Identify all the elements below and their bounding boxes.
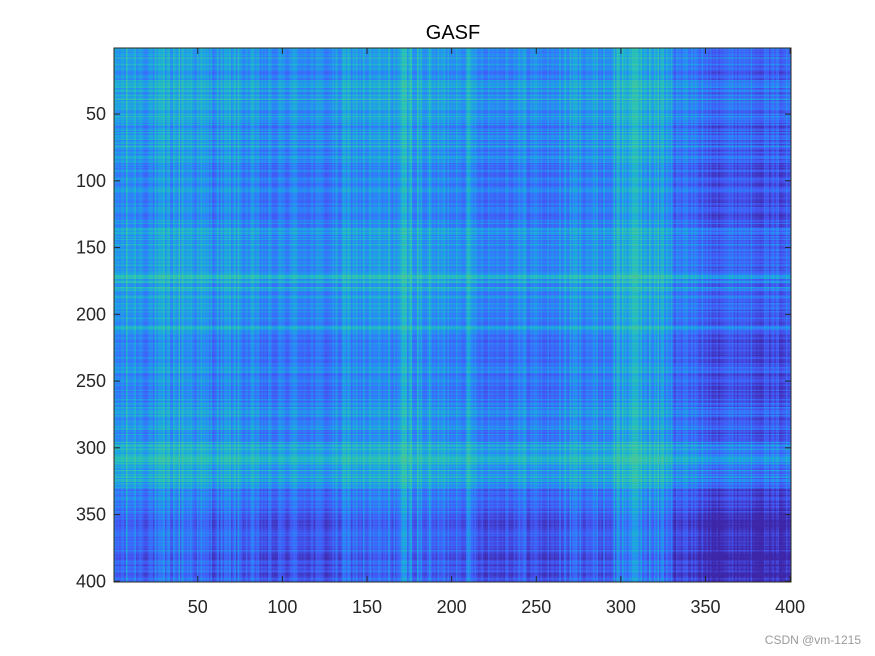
x-axis: 50 100 150 200 250 300 350 400 — [188, 48, 805, 617]
x-tick-label: 150 — [352, 597, 382, 617]
y-tick-label: 150 — [76, 238, 106, 258]
y-tick-label: 200 — [76, 304, 106, 324]
x-tick-label: 400 — [775, 597, 805, 617]
y-tick-label: 100 — [76, 171, 106, 191]
x-tick-label: 50 — [188, 597, 208, 617]
x-tick-label: 350 — [691, 597, 721, 617]
y-axis: 50 100 150 200 250 300 350 400 — [76, 104, 791, 591]
x-tick-label: 300 — [606, 597, 636, 617]
x-tick-label: 250 — [521, 597, 551, 617]
y-tick-label: 350 — [76, 505, 106, 525]
y-tick-label: 400 — [76, 571, 106, 591]
x-tick-label: 100 — [267, 597, 297, 617]
plot-area — [113, 47, 792, 583]
chart-title: GASF — [426, 22, 480, 44]
watermark-text: CSDN @vm-1215 — [764, 633, 861, 647]
y-tick-label: 300 — [76, 438, 106, 458]
heatmap-image — [114, 48, 791, 582]
y-tick-label: 250 — [76, 371, 106, 391]
y-tick-label: 50 — [86, 104, 106, 124]
axes-box — [113, 47, 792, 583]
x-tick-label: 200 — [437, 597, 467, 617]
